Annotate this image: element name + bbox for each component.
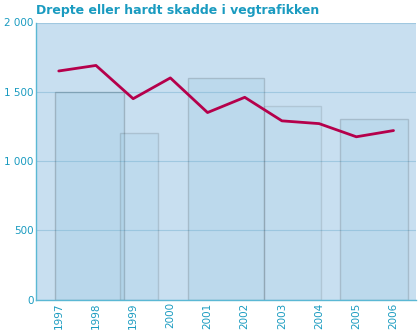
FancyBboxPatch shape xyxy=(188,78,264,300)
Text: Drepte eller hardt skadde i vegtrafikken: Drepte eller hardt skadde i vegtrafikken xyxy=(37,4,320,17)
FancyBboxPatch shape xyxy=(264,106,321,300)
FancyBboxPatch shape xyxy=(340,120,408,300)
FancyBboxPatch shape xyxy=(55,92,124,300)
FancyBboxPatch shape xyxy=(120,133,158,300)
